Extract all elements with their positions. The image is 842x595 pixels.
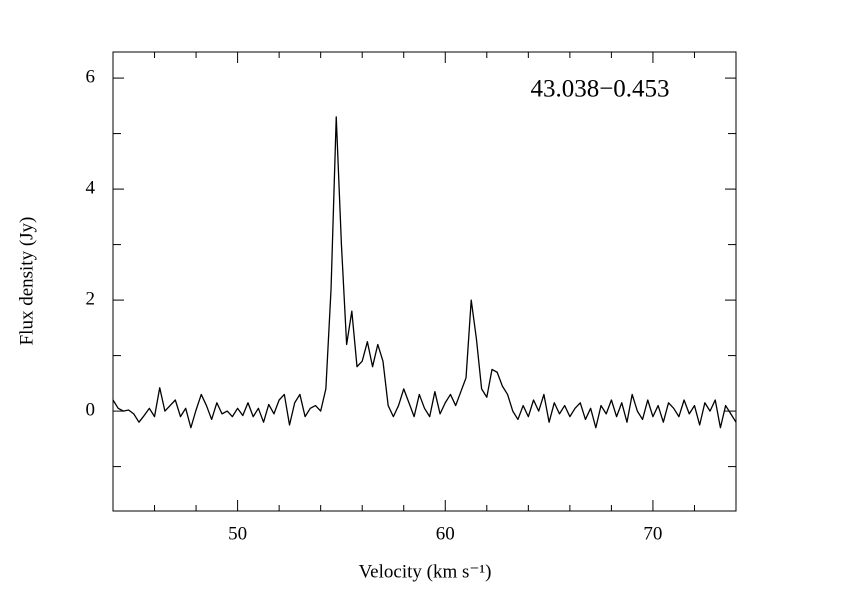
y-tick-label: 6	[86, 66, 96, 87]
y-tick-label: 2	[86, 288, 96, 309]
plot-frame	[112, 51, 737, 512]
y-tick-label: 0	[86, 399, 96, 420]
x-axis-label: Velocity (km s⁻¹)	[359, 561, 492, 582]
y-axis-label: Flux density (Jy)	[16, 217, 37, 346]
spectrum-line	[112, 116, 737, 429]
x-tick-label: 60	[436, 523, 455, 544]
x-tick-label: 70	[643, 523, 662, 544]
y-tick-label: 4	[86, 177, 96, 198]
x-tick-label: 50	[228, 523, 247, 544]
annotation: 43.038−0.453	[530, 76, 669, 103]
